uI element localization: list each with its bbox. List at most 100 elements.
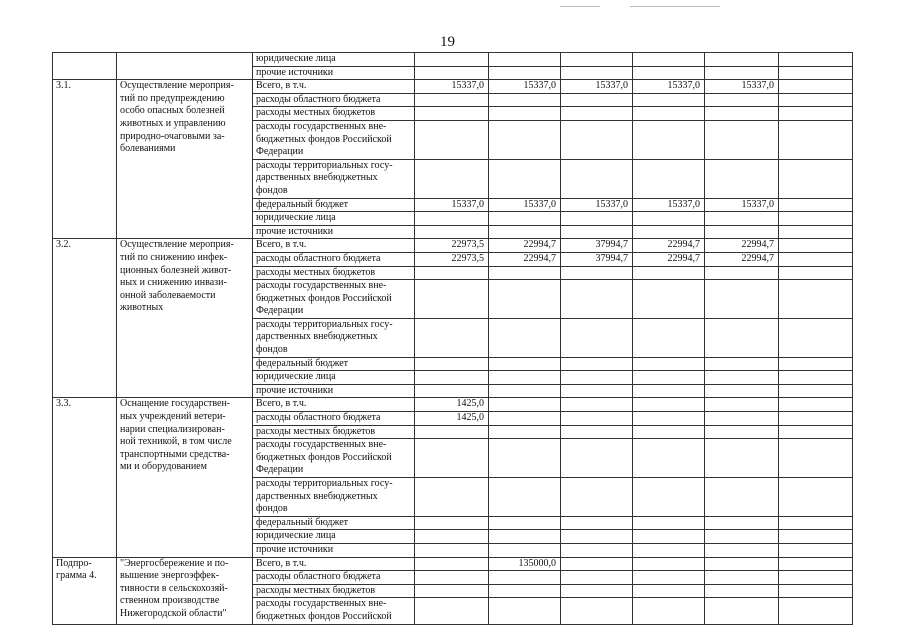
amount-cell: [778, 65, 853, 81]
amount-cell: [414, 52, 489, 67]
funding-source-label: юридические лица: [252, 370, 415, 385]
amount-cell: 22994,7: [488, 251, 561, 267]
funding-table: юридические лица прочие источники 3.1. Осущ…: [52, 51, 853, 625]
amount-cell: [488, 542, 561, 558]
funding-source-label: прочие источники: [252, 383, 415, 399]
amount-cell: [778, 424, 853, 440]
table-row: расходы областного бюджета 22973,5 22994,7…: [53, 251, 853, 267]
amount-cell: [632, 556, 705, 572]
amount-cell: 22994,7: [704, 251, 779, 267]
amount-cell: [704, 279, 779, 319]
funding-source-label: расходы областного бюджета: [252, 251, 415, 267]
amount-cell: [560, 411, 633, 426]
funding-source-label: расходы государственных вне- бюджетных ф…: [252, 279, 415, 319]
amount-cell: [414, 370, 489, 385]
amount-cell: [488, 383, 561, 399]
amount-cell: [414, 477, 489, 517]
amount-cell: 22994,7: [632, 251, 705, 267]
amount-cell: 15337,0: [632, 79, 705, 94]
amount-cell: [488, 515, 561, 531]
amount-cell: 37994,7: [560, 238, 633, 253]
amount-cell: [778, 106, 853, 121]
amount-cell: [560, 356, 633, 372]
amount-cell: 15337,0: [632, 197, 705, 213]
funding-source-label: расходы местных бюджетов: [252, 265, 415, 281]
amount-cell: [488, 279, 561, 319]
amount-cell: [488, 370, 561, 385]
amount-cell: [632, 119, 705, 160]
amount-cell: 37994,7: [560, 251, 633, 267]
amount-cell: 15337,0: [560, 197, 633, 213]
amount-cell: [704, 570, 779, 585]
funding-source-label: расходы местных бюджетов: [252, 583, 415, 599]
amount-cell: [632, 317, 705, 358]
amount-cell: [778, 211, 853, 226]
amount-cell: [632, 52, 705, 67]
amount-cell: [704, 477, 779, 517]
funding-source-label: юридические лица: [252, 52, 415, 67]
amount-cell: [704, 317, 779, 358]
amount-cell: [560, 92, 633, 108]
amount-cell: [560, 119, 633, 160]
amount-cell: [632, 211, 705, 226]
table-row: прочие источники: [53, 383, 853, 399]
amount-cell: [560, 542, 633, 558]
amount-cell: [778, 197, 853, 213]
amount-cell: [704, 265, 779, 281]
table-row: 3.3. Оснащение государствен- ных учрежден…: [52, 397, 853, 558]
amount-cell: [632, 597, 705, 625]
amount-cell: [778, 515, 853, 531]
amount-cell: [560, 158, 633, 199]
amount-cell: [414, 158, 489, 199]
amount-cell: [704, 542, 779, 558]
amount-cell: [560, 570, 633, 585]
amount-cell: [414, 224, 489, 240]
amount-cell: [414, 424, 489, 440]
table-row: Подпро- грамма 4. "Энергосбережение и по-…: [52, 556, 853, 625]
amount-cell: [778, 238, 853, 253]
amount-cell: [632, 224, 705, 240]
table-row: расходы государственных вне- бюджетных ф…: [53, 438, 853, 478]
funding-source-label: расходы местных бюджетов: [252, 424, 415, 440]
item-number: 3.1.: [52, 79, 117, 240]
table-row: расходы государственных вне- бюджетных ф…: [53, 597, 853, 625]
amount-cell: [632, 279, 705, 319]
amount-cell: [778, 556, 853, 572]
amount-cell: [778, 383, 853, 399]
amount-cell: [704, 597, 779, 625]
table-row: расходы областного бюджета: [53, 92, 853, 108]
amount-cell: [414, 529, 489, 544]
amount-cell: [704, 65, 779, 81]
amount-cell: [488, 106, 561, 121]
amount-cell: [488, 119, 561, 160]
funding-source-label: расходы государственных вне- бюджетных ф…: [252, 597, 415, 625]
amount-cell: [704, 438, 779, 478]
amount-cell: [414, 317, 489, 358]
amount-cell: [414, 438, 489, 478]
funding-source-label: расходы областного бюджета: [252, 92, 415, 108]
amount-cell: [778, 542, 853, 558]
amount-cell: [704, 411, 779, 426]
amount-cell: [560, 317, 633, 358]
table-row: 3.1. Осуществление мероприя- тий по преду…: [52, 79, 853, 240]
funding-source-label: прочие источники: [252, 224, 415, 240]
amount-cell: 15337,0: [488, 79, 561, 94]
amount-cell: [704, 424, 779, 440]
amount-cell: [414, 279, 489, 319]
amount-cell: 15337,0: [414, 79, 489, 94]
amount-cell: [704, 224, 779, 240]
funding-source-label: расходы территориальных госу- дарственны…: [252, 317, 415, 358]
amount-cell: [778, 158, 853, 199]
funding-source-label: расходы территориальных госу- дарственны…: [252, 158, 415, 199]
funding-source-label: Всего, в т.ч.: [252, 238, 415, 253]
amount-cell: [488, 317, 561, 358]
amount-cell: [704, 211, 779, 226]
amount-cell: [414, 542, 489, 558]
amount-cell: 22994,7: [704, 238, 779, 253]
amount-cell: [704, 397, 779, 413]
amount-cell: [778, 570, 853, 585]
amount-cell: [560, 106, 633, 121]
amount-cell: [778, 52, 853, 67]
amount-cell: [704, 383, 779, 399]
amount-cell: [488, 438, 561, 478]
